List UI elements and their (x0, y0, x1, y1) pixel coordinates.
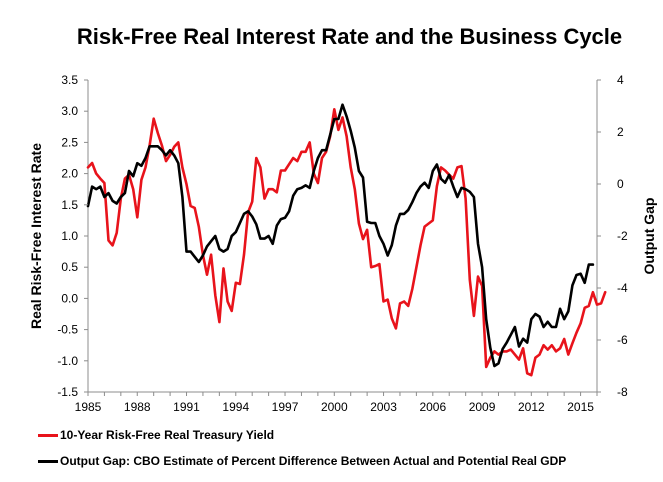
y-tick-label: 3.5 (61, 73, 78, 87)
y2-axis-label: Output Gap (641, 198, 657, 275)
y2-tick-label: -4 (617, 281, 628, 295)
chart-series (86, 103, 607, 377)
x-tick-label: 2003 (370, 400, 397, 414)
legend-label-output-gap: Output Gap: CBO Estimate of Percent Diff… (60, 454, 567, 468)
y-tick-label: 2.5 (61, 135, 78, 149)
y-tick-label: -0.5 (57, 323, 78, 337)
y-tick-label: 0.5 (61, 260, 78, 274)
x-tick-label: 2000 (321, 400, 348, 414)
y-tick-label: 1.5 (61, 198, 78, 212)
legend-swatch-red (38, 433, 58, 437)
x-tick-label: 1994 (222, 400, 249, 414)
y2-tick-label: -2 (617, 229, 628, 243)
y2-tick-label: 4 (617, 73, 624, 87)
x-tick-label: 2009 (469, 400, 496, 414)
y-axis-label: Real Risk-Free Interest Rate (28, 143, 44, 329)
real-yield-line (86, 108, 607, 377)
y-tick-label: 1.0 (61, 229, 78, 243)
legend-label-real-yield: 10-Year Risk-Free Real Treasury Yield (60, 428, 275, 442)
x-tick-label: 1985 (75, 400, 102, 414)
legend-item-real-yield: 10-Year Risk-Free Real Treasury Yield (38, 428, 274, 442)
y-tick-label: -1.0 (57, 354, 78, 368)
chart-ticks: 3.5 3.0 2.5 2.0 1.5 1.0 0.5 0.0 -0.5 -1.0 -1.5 4 2 0 -… (57, 73, 628, 414)
x-tick-label: 2006 (419, 400, 446, 414)
y-tick-label: 0.0 (61, 291, 78, 305)
y2-tick-label: -6 (617, 333, 628, 347)
legend-swatch-black (38, 459, 58, 463)
y-tick-label: 3.0 (61, 104, 78, 118)
x-tick-label: 2012 (518, 400, 545, 414)
y2-tick-label: 2 (617, 125, 624, 139)
x-tick-label: 1988 (124, 400, 151, 414)
y2-tick-label: -8 (617, 385, 628, 399)
legend-item-output-gap: Output Gap: CBO Estimate of Percent Diff… (38, 454, 566, 468)
chart-title: Risk-Free Real Interest Rate and the Bus… (76, 24, 623, 49)
y-tick-label: -1.5 (57, 385, 78, 399)
x-tick-label: 1991 (173, 400, 200, 414)
output-gap-line (86, 103, 595, 368)
y2-tick-label: 0 (617, 177, 624, 191)
y-tick-label: 2.0 (61, 167, 78, 181)
x-tick-label: 1997 (272, 400, 299, 414)
x-tick-label: 2015 (567, 400, 594, 414)
